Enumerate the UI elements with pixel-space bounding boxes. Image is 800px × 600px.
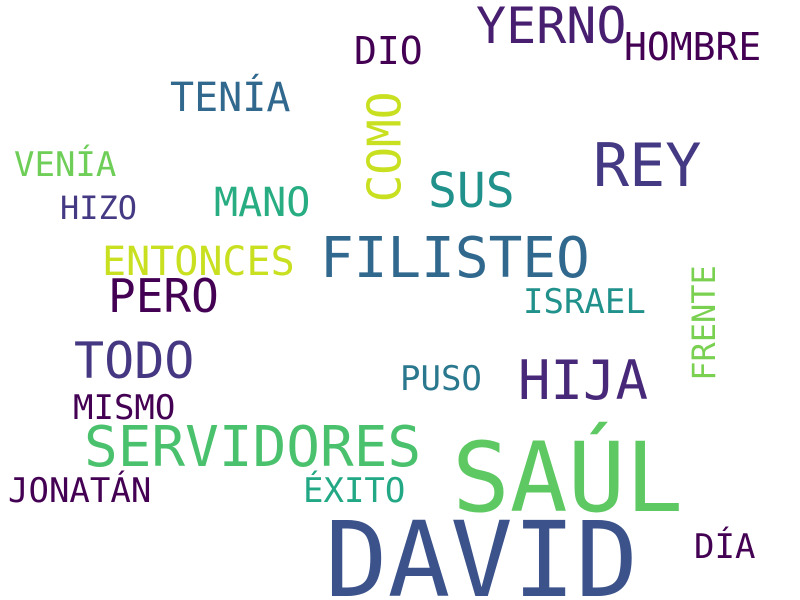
word-dia: DÍA: [694, 527, 756, 567]
word-todo: TODO: [74, 332, 195, 390]
word-frente: FRENTE: [684, 265, 723, 381]
word-david: DAVID: [325, 499, 639, 600]
word-hizo: HIZO: [60, 189, 138, 227]
word-pero: PERO: [108, 269, 219, 323]
word-israel: ISRAEL: [523, 282, 646, 322]
word-jonatan: JONATÁN: [8, 471, 152, 511]
word-mismo: MISMO: [73, 388, 176, 428]
word-rey: REY: [593, 131, 702, 201]
word-exito: ÉXITO: [303, 471, 406, 511]
word-dio: DIO: [354, 29, 423, 73]
word-venia: VENÍA: [14, 145, 117, 185]
word-mano: MANO: [214, 180, 311, 226]
word-yerno: YERNO: [476, 0, 627, 55]
word-puso: PUSO: [400, 359, 482, 399]
word-servidores: SERVIDORES: [84, 415, 422, 480]
word-filisteo: FILISTEO: [320, 226, 590, 291]
word-tenia: TENÍA: [170, 75, 291, 121]
word-sus: SUS: [428, 163, 515, 219]
word-entonces: ENTONCES: [102, 239, 295, 285]
word-como: COMO: [357, 91, 412, 203]
word-hombre: HOMBRE: [624, 25, 762, 69]
word-hija: HIJA: [518, 349, 649, 412]
word-saul: SAÚL: [452, 422, 684, 534]
